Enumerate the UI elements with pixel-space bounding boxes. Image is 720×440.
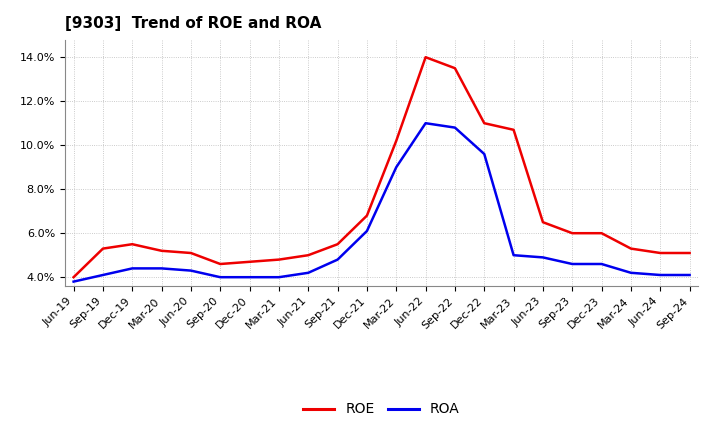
ROA (216, 275, 225, 280)
ROA (598, 261, 606, 267)
ROA (539, 255, 547, 260)
ROE (246, 259, 254, 264)
Text: [9303]  Trend of ROE and ROA: [9303] Trend of ROE and ROA (65, 16, 321, 32)
ROA (451, 125, 459, 130)
ROA (186, 268, 195, 273)
ROE (480, 121, 489, 126)
ROE (421, 55, 430, 60)
ROA (274, 275, 283, 280)
ROA (304, 270, 312, 275)
ROE (99, 246, 107, 251)
ROE (539, 220, 547, 225)
ROA (626, 270, 635, 275)
ROA (421, 121, 430, 126)
ROE (128, 242, 137, 247)
ROA (656, 272, 665, 278)
ROA (509, 253, 518, 258)
ROE (216, 261, 225, 267)
ROE (333, 242, 342, 247)
ROE (626, 246, 635, 251)
Line: ROA: ROA (73, 123, 690, 282)
ROE (656, 250, 665, 256)
ROE (186, 250, 195, 256)
ROA (333, 257, 342, 262)
ROA (568, 261, 577, 267)
Line: ROE: ROE (73, 57, 690, 277)
ROE (304, 253, 312, 258)
ROA (363, 228, 372, 234)
ROA (246, 275, 254, 280)
ROE (392, 138, 400, 143)
ROE (568, 231, 577, 236)
ROA (392, 165, 400, 170)
ROA (157, 266, 166, 271)
ROE (509, 127, 518, 132)
ROA (99, 272, 107, 278)
ROA (480, 151, 489, 157)
ROA (128, 266, 137, 271)
Legend: ROE, ROA: ROE, ROA (298, 397, 465, 422)
ROE (685, 250, 694, 256)
ROE (157, 248, 166, 253)
ROE (274, 257, 283, 262)
ROE (598, 231, 606, 236)
ROA (69, 279, 78, 284)
ROE (363, 213, 372, 218)
ROA (685, 272, 694, 278)
ROE (451, 66, 459, 71)
ROE (69, 275, 78, 280)
